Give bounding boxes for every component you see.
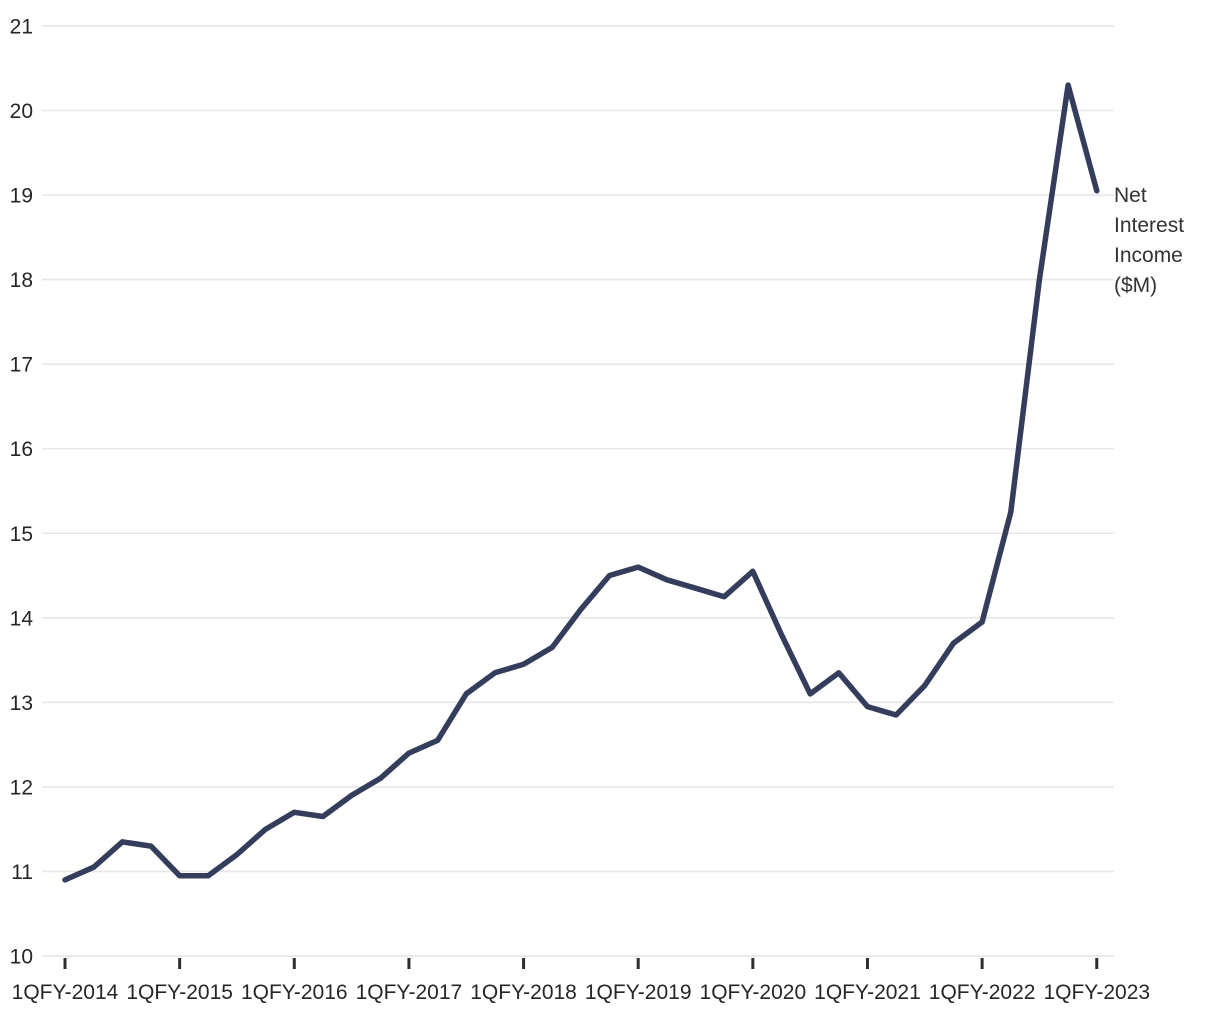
net-interest-income-line	[62, 82, 1100, 883]
x-tick-label: 1QFY-2019	[585, 981, 692, 1004]
y-tick-label: 21	[10, 15, 33, 38]
x-tick-label: 1QFY-2023	[1043, 981, 1150, 1004]
x-axis-tick-labels: 1QFY-2014 1QFY-2015 1QFY-2016 1QFY-2017 1QFY…	[12, 981, 1150, 1004]
x-tick-label: 1QFY-2022	[929, 981, 1036, 1004]
y-tick-label: 14	[10, 607, 34, 630]
x-tick-label: 1QFY-2018	[470, 981, 577, 1004]
y-tick-label: 20	[10, 100, 33, 123]
x-tick-label: 1QFY-2017	[356, 981, 463, 1004]
y-tick-label: 16	[10, 438, 33, 461]
x-tick-label: 1QFY-2020	[700, 981, 807, 1004]
x-tick-label: 1QFY-2014	[12, 981, 119, 1004]
y-tick-label: 17	[10, 354, 33, 377]
horizontal-gridlines	[42, 25, 1114, 957]
x-tick-label: 1QFY-2016	[241, 981, 348, 1004]
y-tick-label: 10	[10, 946, 33, 969]
series-line-group	[62, 82, 1100, 883]
y-tick-label: 12	[10, 776, 33, 799]
y-tick-label: 13	[10, 692, 33, 715]
x-tick-label: 1QFY-2015	[126, 981, 233, 1004]
y-tick-label: 18	[10, 269, 33, 292]
y-tick-label: 15	[10, 523, 33, 546]
x-axis-tick-marks	[63, 958, 1099, 969]
y-tick-label: 11	[11, 861, 33, 884]
x-tick-label: 1QFY-2021	[814, 981, 921, 1004]
series-label-annotation: Net Interest Income ($M)	[1114, 184, 1185, 297]
y-axis-tick-labels: 10 11 12 13 14 15 16 17 18 19 20 21	[10, 15, 34, 968]
y-tick-label: 19	[10, 185, 33, 208]
